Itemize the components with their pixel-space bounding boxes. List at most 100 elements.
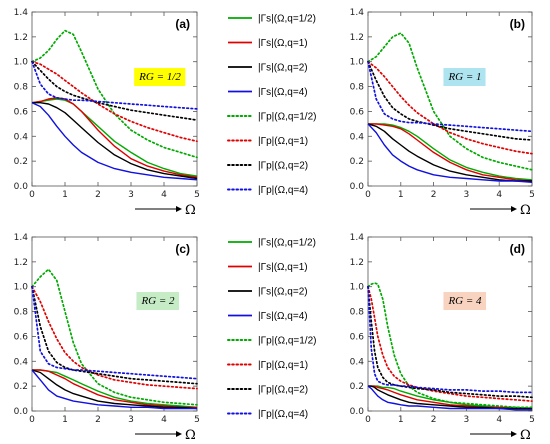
y-tick-label: 1.2 xyxy=(350,33,364,43)
y-tick-label: 0.0 xyxy=(14,182,29,192)
legend-label: |Γp|(Ω,q=2) xyxy=(258,385,308,396)
rg-annotation-text: RG = 1 xyxy=(447,71,481,83)
legend-label: |Γs|(Ω,q=4) xyxy=(258,87,308,98)
x-tick-label: 1 xyxy=(398,190,404,200)
y-tick-label: 0.2 xyxy=(350,157,364,167)
rg-annotation-bg xyxy=(443,68,486,86)
y-tick-label: 0.0 xyxy=(350,182,365,192)
series-line xyxy=(31,97,198,178)
x-tick-label: 4 xyxy=(496,415,502,425)
omega-arrowhead xyxy=(511,431,517,437)
x-tick-label: 0 xyxy=(29,190,35,200)
legend-label: |Γp|(Ω,q=4) xyxy=(258,185,308,196)
y-tick-label: 0.8 xyxy=(14,83,29,93)
y-tick-label: 1.4 xyxy=(350,8,365,18)
series-line xyxy=(31,29,198,159)
panel-a: 0.0 0.2 0.4 0.6 0.8 1.0 1.2 1.4 0 1 2 3 4 5 (a) RG = 1/… xyxy=(14,8,200,218)
omega-arrowhead xyxy=(176,431,182,437)
y-tick-label: 1.2 xyxy=(14,33,28,43)
legend-label: |Γs|(Ω,q=1) xyxy=(258,38,308,49)
series-line xyxy=(31,60,198,121)
series-line xyxy=(31,102,198,181)
y-tick-label: 1.2 xyxy=(14,258,28,268)
legend-label: |Γs|(Ω,q=2) xyxy=(258,63,308,74)
series-line xyxy=(31,60,198,143)
y-tick-label: 0.2 xyxy=(14,382,28,392)
y-tick-label: 1.0 xyxy=(14,283,29,293)
x-tick-label: 0 xyxy=(365,190,371,200)
series-line xyxy=(367,285,533,394)
rg-annotation-text: RG = 2 xyxy=(140,295,175,307)
x-tick-label: 5 xyxy=(529,415,535,425)
legend: |Γs|(Ω,q=1/2) |Γs|(Ω,q=1) |Γs|(Ω,q=2) |Γs|(… xyxy=(227,238,316,420)
y-tick-label: 0.0 xyxy=(14,407,29,417)
series-line xyxy=(368,123,533,181)
series-line xyxy=(368,385,532,410)
y-tick-label: 1.0 xyxy=(350,58,365,68)
series-line xyxy=(32,101,198,180)
series-line xyxy=(31,369,198,410)
x-tick-label: 4 xyxy=(161,190,167,200)
y-tick-label: 1.0 xyxy=(350,283,365,293)
panel-label: (a) xyxy=(175,17,190,31)
y-tick-label: 0.4 xyxy=(14,357,29,367)
y-tick-label: 1.0 xyxy=(14,58,29,68)
legend-label: |Γs|(Ω,q=1/2) xyxy=(258,14,316,25)
rg-annotation-text: RG = 4 xyxy=(447,295,482,307)
y-tick-label: 1.4 xyxy=(350,233,365,243)
series-line xyxy=(368,385,533,410)
x-tick-label: 3 xyxy=(128,415,134,425)
x-tick-label: 3 xyxy=(464,415,470,425)
legend-label: |Γp|(Ω,q=1/2) xyxy=(258,112,316,123)
omega-label: Ω xyxy=(185,428,196,443)
y-tick-label: 0.6 xyxy=(14,107,29,117)
x-tick-label: 0 xyxy=(365,415,371,425)
panel-label: (c) xyxy=(175,242,190,256)
series-line xyxy=(367,60,533,155)
omega-label: Ω xyxy=(520,203,531,218)
y-tick-label: 0.8 xyxy=(14,308,29,318)
y-tick-label: 0.8 xyxy=(350,83,365,93)
x-tick-label: 5 xyxy=(194,190,200,200)
legend-label: |Γp|(Ω,q=1) xyxy=(258,136,308,147)
series-line xyxy=(31,369,197,410)
rg-annotation-text: RG = 1/2 xyxy=(138,71,181,83)
y-tick-label: 1.4 xyxy=(14,233,29,243)
series-line xyxy=(31,98,198,177)
legend-label: |Γp|(Ω,q=1/2) xyxy=(258,336,316,347)
series-line xyxy=(367,60,533,133)
x-tick-label: 2 xyxy=(95,415,101,425)
series-line xyxy=(31,285,198,385)
y-tick-label: 0.2 xyxy=(14,157,28,167)
plot-frame xyxy=(367,236,533,412)
panel-c: 0.0 0.2 0.4 0.6 0.8 1.0 1.2 1.4 0 1 2 3 4 5 (c) RG = 2 Ω xyxy=(14,233,200,443)
y-tick-label: 0.6 xyxy=(14,332,29,342)
series-line xyxy=(31,60,198,110)
y-tick-label: 1.4 xyxy=(14,8,29,18)
series-line xyxy=(367,385,532,411)
legend: |Γs|(Ω,q=1/2) |Γs|(Ω,q=1) |Γs|(Ω,q=2) |Γs|(… xyxy=(227,14,316,196)
y-tick-label: 0.0 xyxy=(350,407,365,417)
rg-annotation-bg xyxy=(443,292,487,310)
legend-label: |Γs|(Ω,q=4) xyxy=(258,311,308,322)
series-line xyxy=(367,123,533,183)
series-line xyxy=(31,268,198,406)
legend-label: |Γs|(Ω,q=2) xyxy=(258,287,308,298)
plot-frame xyxy=(31,236,198,412)
legend-label: |Γp|(Ω,q=2) xyxy=(258,161,308,172)
y-tick-label: 1.2 xyxy=(350,258,364,268)
x-tick-label: 2 xyxy=(95,190,101,200)
rg-annotation: RG = 1 xyxy=(443,68,486,86)
rg-annotation-bg xyxy=(134,68,186,86)
omega-label: Ω xyxy=(185,203,196,218)
panel-d: 0.0 0.2 0.4 0.6 0.8 1.0 1.2 1.4 0 1 2 3 4 5 (d) RG = 4 Ω xyxy=(350,233,535,443)
rg-annotation: RG = 2 xyxy=(136,292,180,310)
legend-label: |Γp|(Ω,q=1) xyxy=(258,360,308,371)
legend-label: |Γp|(Ω,q=4) xyxy=(258,409,308,420)
x-tick-label: 1 xyxy=(398,415,404,425)
panel-label: (b) xyxy=(510,17,525,31)
panel-label: (d) xyxy=(510,242,525,256)
y-tick-label: 0.2 xyxy=(350,382,364,392)
x-tick-label: 2 xyxy=(431,190,437,200)
